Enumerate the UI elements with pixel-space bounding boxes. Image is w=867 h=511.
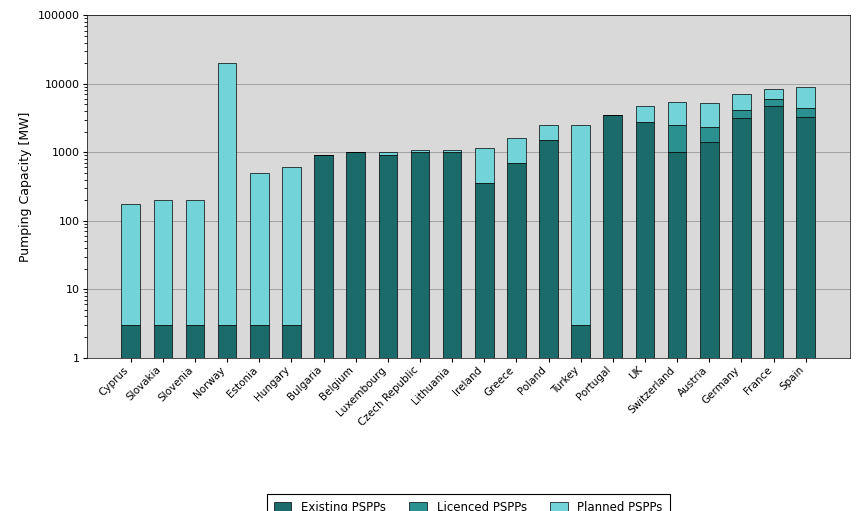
Bar [636,106,655,122]
Bar [603,115,623,358]
Bar [764,99,783,106]
Bar [571,325,590,358]
Bar [796,87,815,107]
Bar [764,106,783,358]
Bar [443,150,461,152]
Bar [732,110,751,118]
Bar [475,148,493,183]
Bar [700,128,719,142]
Bar [411,150,429,152]
Bar [346,152,365,358]
Bar [218,63,237,325]
Bar [186,200,205,325]
Bar [379,152,397,155]
Bar [153,325,173,358]
Bar [121,203,140,325]
Bar [186,325,205,358]
Bar [475,183,493,358]
Bar [700,103,719,128]
Bar [796,117,815,358]
Bar [668,125,687,152]
Bar [796,107,815,117]
Bar [250,325,269,358]
Bar [282,325,301,358]
Bar [571,125,590,325]
Bar [668,152,687,358]
Bar [539,140,557,358]
Bar [507,138,525,163]
Bar [732,118,751,358]
Bar [153,200,173,325]
Bar [507,163,525,358]
Bar [700,142,719,358]
Bar [250,173,269,325]
Bar [282,167,301,325]
Bar [732,94,751,110]
Bar [121,325,140,358]
Bar [668,102,687,125]
Bar [636,122,655,358]
Bar [411,152,429,358]
Bar [443,152,461,358]
Bar [764,88,783,99]
Bar [539,125,557,140]
Bar [314,155,333,358]
Bar [379,155,397,358]
Y-axis label: Pumping Capacity [MW]: Pumping Capacity [MW] [19,111,32,262]
Legend: Existing PSPPs, Licenced PSPPs, Planned PSPPs: Existing PSPPs, Licenced PSPPs, Planned … [266,494,670,511]
Bar [218,325,237,358]
